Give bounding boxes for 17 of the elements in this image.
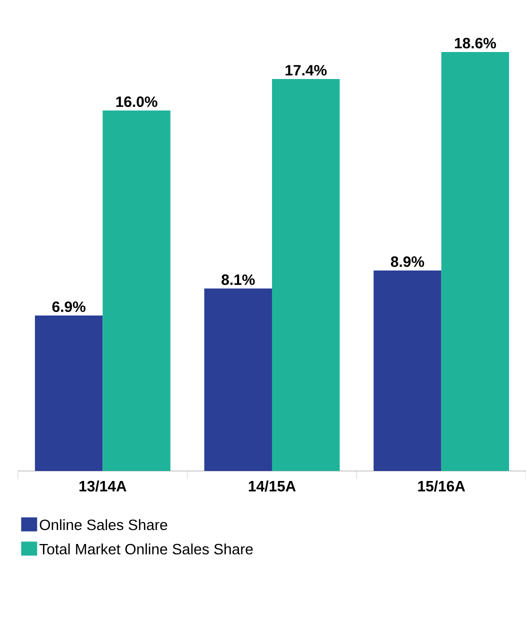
legend-label: Total Market Online Sales Share xyxy=(39,543,253,554)
x-tick-label: 13/14A xyxy=(80,480,126,492)
data-label: 8.1% xyxy=(222,274,255,285)
data-label: 17.4% xyxy=(286,64,327,76)
x-tick-label: 15/16A xyxy=(418,480,466,492)
x-tick-label: 14/15A xyxy=(248,480,296,492)
bar xyxy=(441,52,510,471)
bar xyxy=(34,316,103,471)
data-label: 16.0% xyxy=(116,96,158,107)
bar xyxy=(272,78,340,471)
bar xyxy=(204,288,272,471)
legend-label: Online Sales Share xyxy=(40,519,168,530)
data-label: 6.9% xyxy=(52,301,86,312)
bar xyxy=(102,110,170,471)
bar xyxy=(374,270,442,471)
data-label: 8.9% xyxy=(390,256,424,267)
data-label: 18.6% xyxy=(454,38,496,48)
